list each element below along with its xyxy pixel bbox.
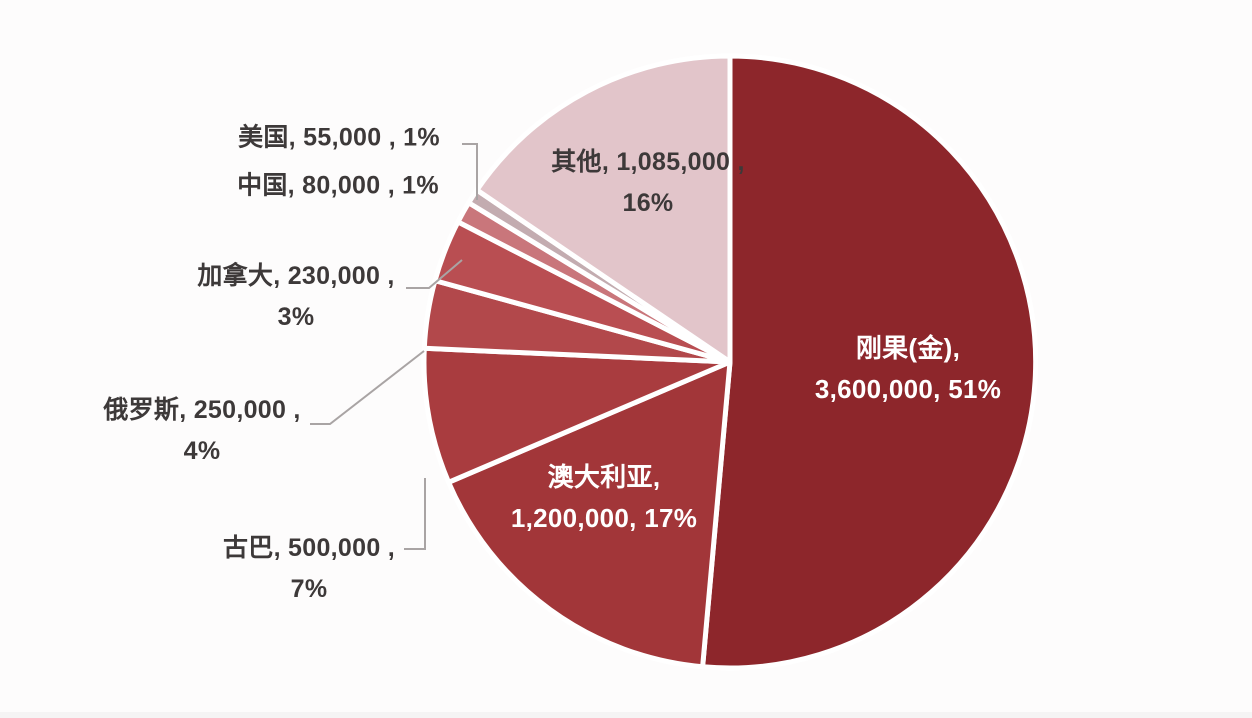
leader-line-canada — [406, 259, 463, 289]
pie-slice-other — [474, 53, 733, 365]
pie-slice-cuba — [421, 345, 733, 485]
pie-label-line: 3,600,000, 51% — [814, 374, 1002, 404]
pie-label-line: 古巴, 500,000 , — [222, 534, 396, 562]
leader-line-cuba — [404, 478, 426, 550]
pie-label-line: 3% — [277, 303, 315, 331]
pie-label-usa: 美国, 55,000 , 1% — [238, 118, 440, 159]
pie-label-line: 刚果(金), — [855, 333, 961, 363]
leader-line-usa — [462, 143, 478, 200]
pie-label-russia: 俄罗斯, 250,000 , 4% — [103, 390, 300, 472]
pie-label-canada: 加拿大, 230,000 , 3% — [197, 256, 394, 338]
pie-label-china: 中国, 80,000 , 1% — [237, 166, 439, 207]
pie-label-line: 加拿大, 230,000 , — [197, 262, 395, 290]
pie-label-line: 其他, 1,085,000 , — [551, 148, 745, 176]
pie-slice-congo — [700, 53, 1039, 671]
pie-label-other: 其他, 1,085,000 , 16% — [551, 142, 745, 224]
bottom-divider — [0, 712, 1252, 718]
pie-label-line: 中国, 80,000 , 1% — [237, 171, 439, 200]
pie-label-line: 4% — [183, 437, 221, 465]
pie-label-cuba: 古巴, 500,000 , 7% — [223, 528, 395, 610]
pie-label-congo: 刚果(金), 3,600,000, 51% — [815, 328, 1001, 410]
pie-label-line: 澳大利亚, — [547, 462, 661, 492]
pie-label-line: 美国, 55,000 , 1% — [238, 123, 440, 152]
pie-slice-australia — [446, 359, 733, 670]
leader-line-russia — [310, 350, 425, 425]
pie-label-line: 7% — [290, 575, 328, 603]
pie-label-line: 俄罗斯, 250,000 , — [103, 396, 301, 424]
pie-label-line: 16% — [622, 189, 674, 217]
pie-label-line: 1,200,000, 17% — [510, 503, 698, 533]
pie-label-australia: 澳大利亚, 1,200,000, 17% — [511, 457, 697, 539]
